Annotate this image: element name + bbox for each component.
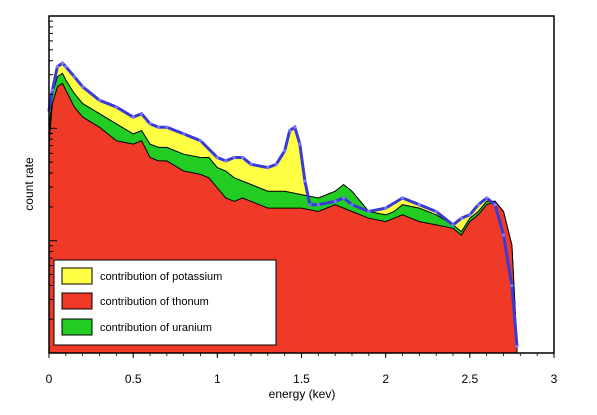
- total-spectrum-point: [148, 122, 152, 126]
- total-spectrum-point: [165, 125, 169, 129]
- total-spectrum-point: [266, 166, 270, 170]
- total-spectrum-point: [308, 203, 312, 207]
- total-spectrum-point: [468, 213, 472, 217]
- x-tick-label: 2: [382, 372, 389, 386]
- total-spectrum-point: [64, 65, 68, 69]
- legend-label-thorium: contribution of thonum: [100, 296, 209, 308]
- total-spectrum-point: [293, 125, 297, 129]
- total-spectrum-point: [434, 209, 438, 214]
- x-tick-label: 2.5: [461, 372, 478, 386]
- total-spectrum-point: [241, 155, 245, 160]
- legend-label-potassium: contribution of potassium: [100, 271, 222, 283]
- total-spectrum-point: [232, 155, 236, 160]
- total-spectrum-point: [50, 88, 55, 92]
- total-spectrum-point: [81, 85, 85, 89]
- total-spectrum-point: [459, 216, 463, 220]
- legend-swatch-thorium: [61, 292, 93, 310]
- x-axis-title: energy (kev): [269, 387, 336, 401]
- total-spectrum-point: [303, 179, 307, 183]
- total-spectrum-point: [493, 203, 497, 207]
- x-tick-label: 0: [46, 372, 53, 386]
- total-spectrum-point: [249, 162, 253, 166]
- total-spectrum-point: [97, 98, 102, 102]
- x-tick-label: 1: [214, 372, 221, 386]
- total-spectrum-point: [182, 132, 186, 136]
- total-spectrum-point: [367, 209, 371, 214]
- total-spectrum-point: [316, 203, 320, 207]
- x-axis: 0 0.5 1 1.5 2 2.5 3: [46, 353, 558, 386]
- total-spectrum-point: [224, 159, 228, 163]
- total-spectrum-point: [510, 284, 514, 288]
- total-spectrum-point: [476, 203, 480, 207]
- total-spectrum-point: [400, 196, 405, 200]
- legend-swatch-potassium: [61, 267, 93, 285]
- total-spectrum-point: [451, 223, 455, 227]
- x-tick-label: 1.5: [293, 372, 310, 386]
- total-spectrum-point: [55, 65, 60, 69]
- total-spectrum-point: [114, 105, 118, 109]
- total-spectrum-point: [72, 75, 76, 79]
- total-spectrum-point: [350, 203, 354, 207]
- total-spectrum-point: [485, 196, 489, 200]
- total-spectrum-point: [515, 344, 519, 348]
- total-spectrum-point: [417, 203, 421, 207]
- total-spectrum-point: [333, 199, 337, 203]
- total-spectrum-point: [198, 139, 203, 143]
- legend: contribution of potassium contribution o…: [53, 259, 277, 346]
- legend-label-uranium: contribution of uranium: [100, 322, 212, 334]
- total-spectrum-point: [131, 115, 135, 119]
- total-spectrum-point: [288, 129, 292, 133]
- legend-swatch-uranium: [61, 318, 93, 336]
- total-spectrum-point: [342, 196, 346, 200]
- total-spectrum-point: [156, 125, 160, 129]
- x-tick-label: 3: [551, 372, 558, 386]
- total-spectrum-point: [274, 162, 278, 166]
- total-spectrum-point: [298, 142, 302, 146]
- total-spectrum-point: [501, 233, 506, 237]
- total-spectrum-point: [384, 206, 388, 210]
- total-spectrum-point: [283, 149, 287, 153]
- total-spectrum-point: [60, 61, 65, 65]
- x-tick-label: 0.5: [125, 372, 142, 386]
- y-axis-title: count rate: [22, 157, 36, 211]
- total-spectrum-point: [140, 112, 144, 116]
- total-spectrum-point: [215, 155, 219, 160]
